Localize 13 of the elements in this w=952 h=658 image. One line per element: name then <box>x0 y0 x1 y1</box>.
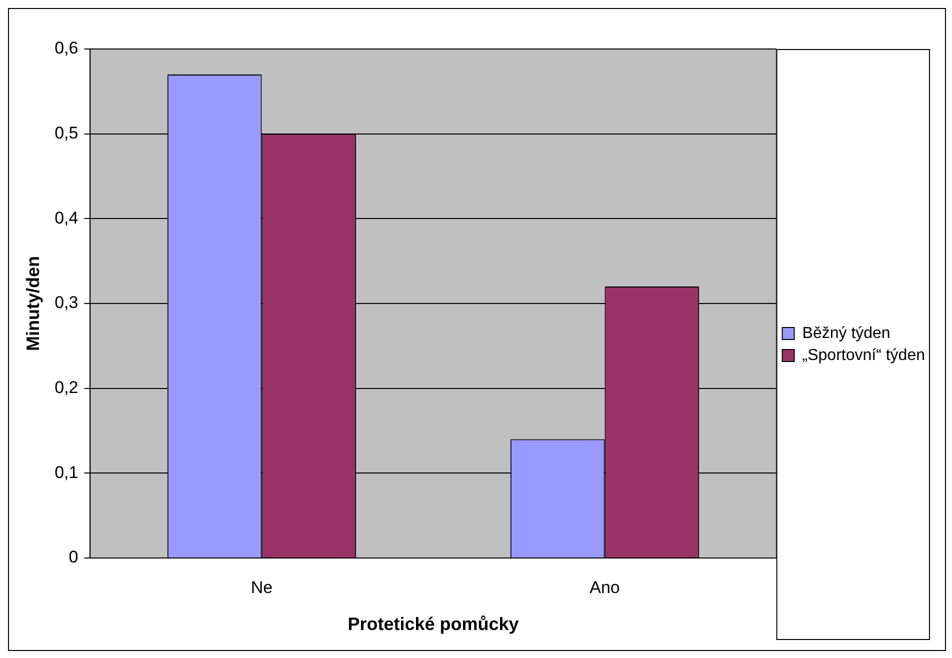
y-tick-label: 0,6 <box>54 38 78 58</box>
x-tick-label: Ne <box>250 578 273 597</box>
legend-label: Běžný týden <box>802 324 890 342</box>
y-tick-label: 0,4 <box>54 208 78 228</box>
y-tick-label: 0,3 <box>54 293 78 312</box>
x-axis-title: Protetické pomůcky <box>348 614 519 634</box>
y-tick-label: 0 <box>68 548 78 567</box>
y-tick-label: 0,2 <box>54 378 78 398</box>
y-axis-title: Minuty/den <box>22 256 43 351</box>
legend-label: „Sportovní“ týden <box>802 346 926 364</box>
y-tick-label: 0,1 <box>54 462 78 482</box>
x-tick-label: Ano <box>590 578 620 597</box>
y-tick-label: 0,5 <box>54 124 78 143</box>
